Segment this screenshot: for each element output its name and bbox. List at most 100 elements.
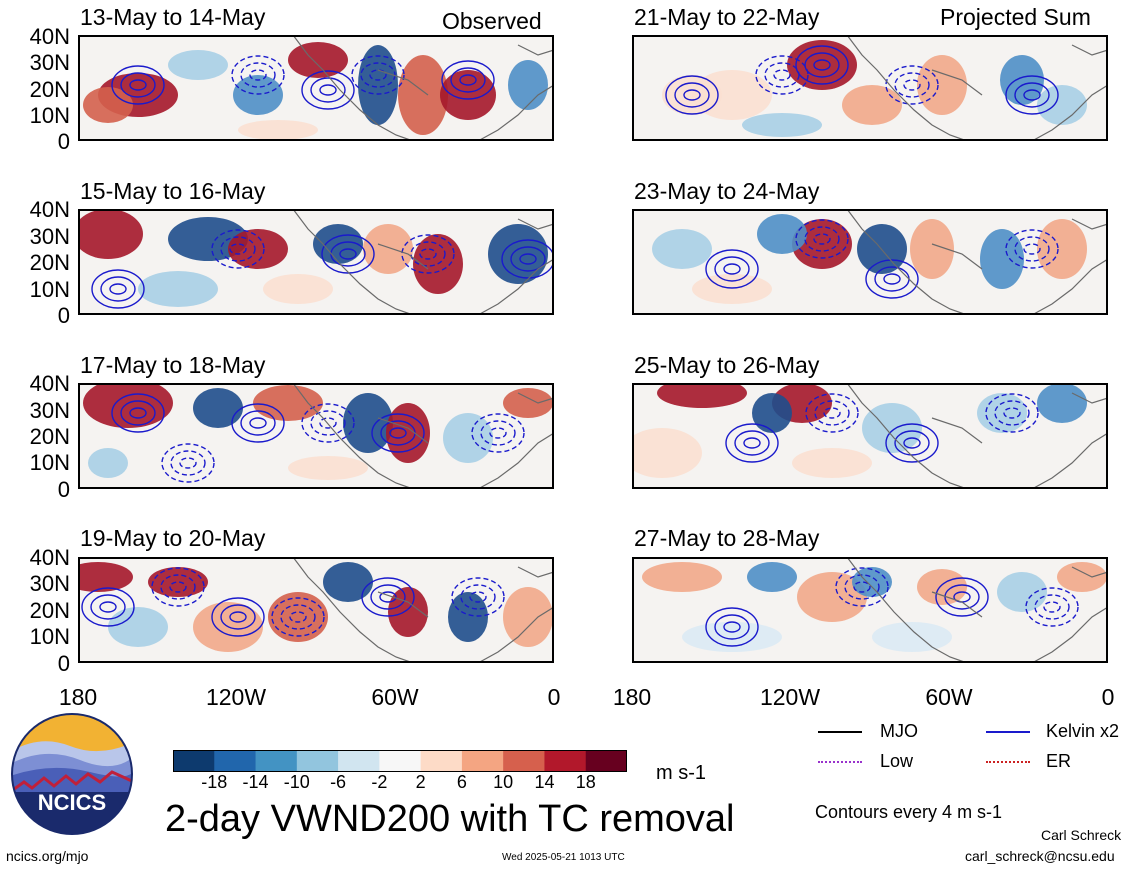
kelvin-contour bbox=[795, 219, 849, 259]
kelvin-contour bbox=[389, 427, 407, 439]
map-frame bbox=[78, 35, 554, 141]
anomaly-shading bbox=[980, 229, 1024, 289]
kelvin-contour bbox=[249, 417, 267, 429]
kelvin-contour bbox=[469, 591, 487, 603]
anomaly-shading bbox=[642, 562, 722, 592]
kelvin-contour bbox=[109, 283, 127, 295]
kelvin-contour bbox=[179, 457, 197, 469]
map-frame bbox=[78, 209, 554, 315]
anomaly-shading bbox=[263, 274, 333, 304]
kelvin-contour bbox=[410, 241, 446, 267]
legend-swatch-mjo bbox=[818, 731, 862, 733]
anomaly-shading bbox=[108, 607, 168, 647]
kelvin-contour bbox=[361, 577, 415, 617]
kelvin-contour bbox=[111, 393, 165, 433]
kelvin-contour bbox=[885, 423, 939, 463]
kelvin-contour bbox=[1043, 601, 1061, 613]
y-tick-label: 0 bbox=[57, 303, 70, 328]
colorbar bbox=[173, 750, 627, 772]
kelvin-contour bbox=[120, 400, 156, 426]
legend-label-mjo: MJO bbox=[880, 721, 918, 741]
kelvin-contour bbox=[319, 84, 337, 96]
projected-sum-label: Projected Sum bbox=[940, 4, 1091, 30]
kelvin-contour bbox=[459, 74, 477, 86]
anomaly-shading bbox=[872, 622, 952, 652]
map-panel-3 bbox=[78, 383, 554, 489]
kelvin-contour bbox=[665, 75, 719, 115]
kelvin-contour bbox=[301, 403, 355, 443]
kelvin-contour bbox=[81, 587, 135, 627]
kelvin-contour bbox=[370, 584, 406, 610]
anomaly-shading bbox=[363, 224, 413, 274]
kelvin-contour bbox=[90, 594, 126, 620]
anomaly-shading bbox=[398, 55, 448, 135]
kelvin-contour bbox=[865, 259, 919, 299]
kelvin-contour bbox=[1005, 229, 1059, 269]
anomaly-shading bbox=[862, 403, 922, 453]
map-frame bbox=[632, 209, 1108, 315]
legend-swatch-er bbox=[986, 761, 1030, 763]
kelvin-contour bbox=[129, 407, 147, 419]
kelvin-contour bbox=[755, 55, 809, 95]
kelvin-contour bbox=[360, 62, 396, 88]
anomaly-shading bbox=[323, 562, 373, 602]
anomaly-shading bbox=[997, 572, 1047, 612]
coastline bbox=[292, 557, 554, 663]
colorbar-units: m s-1 bbox=[656, 762, 706, 784]
kelvin-contour bbox=[1014, 236, 1050, 262]
anomaly-shading bbox=[83, 87, 133, 123]
kelvin-contour bbox=[805, 393, 859, 433]
kelvin-contour bbox=[231, 55, 285, 95]
kelvin-contour bbox=[451, 577, 505, 617]
kelvin-contour bbox=[460, 584, 496, 610]
colorbar-swatch bbox=[585, 750, 627, 772]
kelvin-contour bbox=[1014, 82, 1050, 108]
kelvin-contour bbox=[723, 621, 741, 633]
kelvin-contour bbox=[674, 82, 710, 108]
kelvin-contour bbox=[501, 239, 554, 279]
kelvin-contour bbox=[714, 256, 750, 282]
anomaly-shading bbox=[443, 413, 493, 463]
y-tick-label: 20N bbox=[29, 250, 70, 275]
kelvin-contour bbox=[985, 393, 1039, 433]
y-tick-label: 30N bbox=[29, 224, 70, 249]
panel-title: 13-May to 14-May bbox=[80, 4, 266, 30]
colorbar-swatch bbox=[338, 750, 380, 772]
y-tick-label: 20N bbox=[29, 77, 70, 102]
anomaly-shading bbox=[343, 393, 393, 453]
anomaly-shading bbox=[448, 592, 488, 642]
colorbar-swatch bbox=[461, 750, 504, 772]
legend-swatch-low bbox=[818, 761, 862, 763]
kelvin-contour bbox=[795, 45, 849, 85]
map-panel-7 bbox=[632, 383, 1108, 489]
colorbar-swatch bbox=[379, 750, 422, 772]
y-tick-label: 30N bbox=[29, 50, 70, 75]
colorbar-tick-label: -6 bbox=[330, 772, 347, 792]
anomaly-shading bbox=[503, 388, 553, 418]
main-title: 2-day VWND200 with TC removal bbox=[165, 798, 735, 840]
kelvin-contour bbox=[301, 70, 355, 110]
kelvin-contour bbox=[240, 410, 276, 436]
kelvin-contour bbox=[280, 604, 316, 630]
anomaly-shading bbox=[1037, 85, 1087, 125]
colorbar-tick-label: -2 bbox=[371, 772, 388, 792]
kelvin-contour bbox=[100, 276, 136, 302]
anomaly-shading bbox=[83, 383, 173, 428]
x-tick-label: 120W bbox=[759, 684, 821, 710]
y-tick-label: 30N bbox=[29, 398, 70, 423]
anomaly-shading bbox=[88, 448, 128, 478]
colorbar-tick-label: 18 bbox=[575, 772, 596, 792]
y-tick-label: 0 bbox=[57, 651, 70, 676]
kelvin-contour bbox=[91, 269, 145, 309]
y-tick-label: 10N bbox=[29, 450, 70, 475]
anomaly-shading bbox=[78, 209, 143, 259]
anomaly-shading bbox=[797, 572, 867, 622]
anomaly-shading bbox=[747, 562, 797, 592]
kelvin-contour bbox=[129, 79, 147, 91]
map-frame bbox=[78, 557, 554, 663]
footer-website: ncics.org/mjo bbox=[6, 848, 89, 864]
observed-label: Observed bbox=[442, 8, 542, 34]
kelvin-contour bbox=[240, 62, 276, 88]
kelvin-contour bbox=[160, 574, 196, 600]
kelvin-contour bbox=[339, 248, 357, 260]
